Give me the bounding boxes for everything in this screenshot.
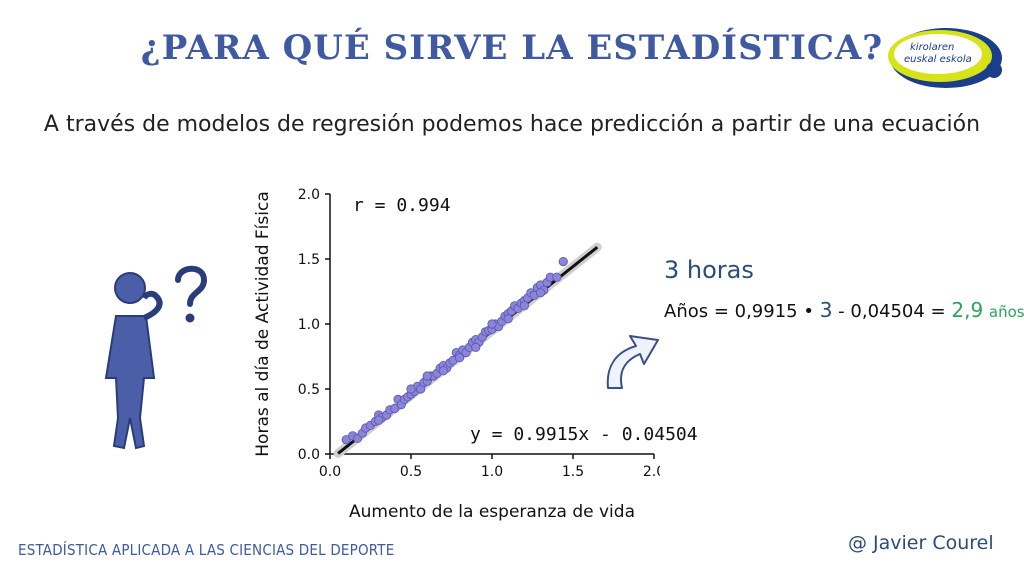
data-point	[422, 371, 432, 381]
x-ticks: 0.0 0.5 1.0 1.5 2.0	[319, 454, 660, 480]
data-point	[471, 342, 481, 352]
x-tick-label: 2.0	[643, 464, 660, 480]
y-axis-label: Horas al día de Actividad Física	[253, 191, 273, 456]
x-tick-label: 1.0	[481, 464, 503, 480]
y-tick-label: 0.5	[298, 382, 320, 398]
prediction-unit: años	[988, 303, 1024, 321]
person-arm	[141, 290, 163, 321]
person-head	[114, 272, 146, 304]
data-point	[374, 415, 384, 425]
data-point	[503, 314, 513, 324]
prediction-middle: - 0,04504 =	[838, 301, 946, 322]
curved-arrow-icon	[606, 335, 659, 389]
data-point	[558, 257, 568, 267]
correlation-label: r = 0.994	[353, 195, 451, 216]
logo: kirolaren euskal eskola	[888, 28, 1002, 88]
x-axis-label: Aumento de la esperanza de vida	[349, 502, 635, 522]
subtitle: A través de modelos de regresión podemos…	[43, 112, 981, 137]
logo-dot	[986, 62, 1002, 78]
data-point	[455, 353, 465, 363]
page-title: ¿PARA QUÉ SIRVE LA ESTADÍSTICA?	[140, 28, 884, 68]
person-body	[104, 315, 156, 450]
data-point	[535, 288, 546, 298]
prediction-result: 2,9	[951, 298, 984, 322]
data-point	[438, 366, 448, 376]
x-tick-label: 0.5	[400, 464, 422, 480]
y-tick-label: 0.0	[298, 447, 320, 463]
x-tick-label: 1.5	[562, 464, 584, 480]
data-point	[487, 319, 497, 329]
course-footer: ESTADÍSTICA APLICADA A LAS CIENCIAS DEL …	[18, 541, 395, 559]
logo-text-2: euskal eskola	[904, 54, 972, 65]
data-point	[406, 384, 416, 394]
y-ticks: 0.0 0.5 1.0 1.5 2.0	[298, 187, 330, 463]
data-points	[341, 257, 568, 445]
logo-ellipse-inner	[894, 34, 982, 74]
data-point	[519, 301, 529, 311]
prediction-hours: 3 horas	[664, 256, 754, 284]
y-tick-label: 2.0	[298, 187, 320, 203]
prediction-hours-value: 3	[819, 298, 833, 322]
prediction-prefix: Años = 0,9915 •	[664, 301, 814, 322]
author-footer: @ Javier Courel	[848, 532, 994, 554]
prediction-equation: Años = 0,9915 • 3 - 0,04504 = 2,9 años	[664, 298, 1024, 322]
question-mark-icon	[175, 265, 208, 323]
y-tick-label: 1.0	[298, 317, 320, 333]
scatter-chart: 0.0 0.5 1.0 1.5 2.0 0.0 0.5 1.0 1.5 2.0 Aumento …	[253, 187, 660, 522]
data-point	[552, 272, 562, 282]
regression-equation: y = 0.9915x - 0.04504	[470, 424, 698, 445]
thinking-person-icon	[104, 272, 163, 450]
y-tick-label: 1.5	[298, 252, 320, 268]
x-tick-label: 0.0	[319, 464, 341, 480]
logo-text-1: kirolaren	[910, 42, 954, 53]
